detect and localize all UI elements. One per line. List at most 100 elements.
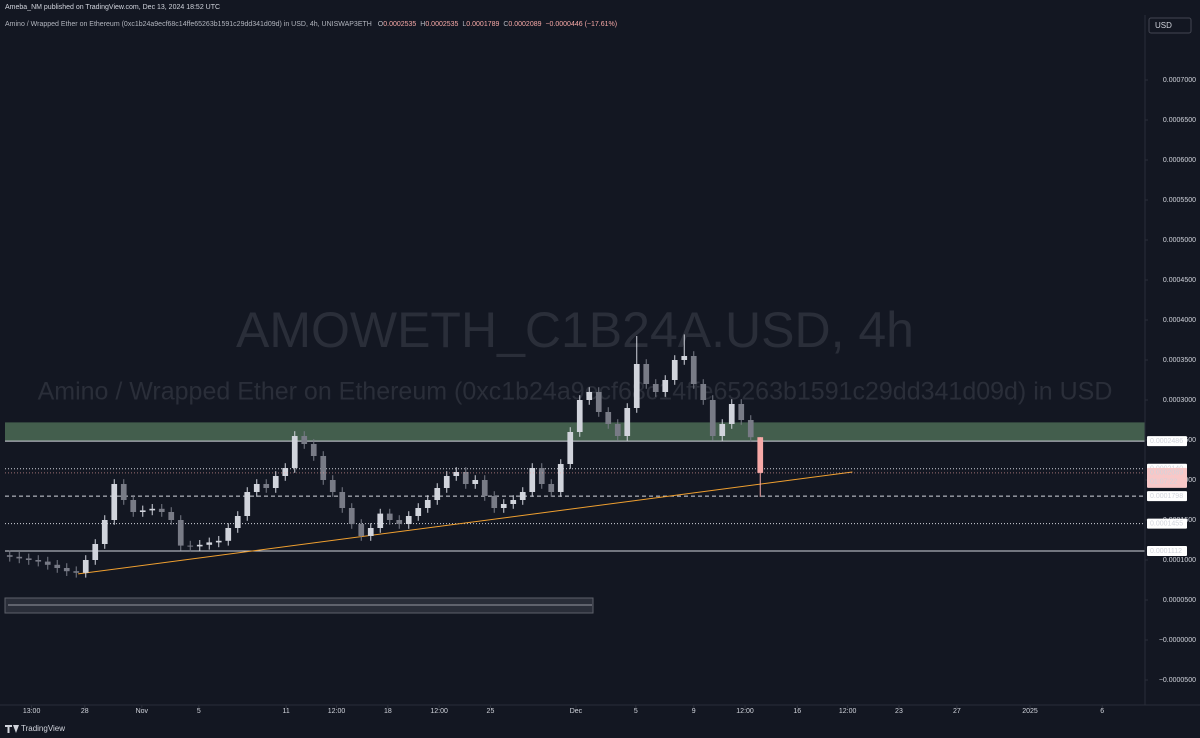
- candle-body: [405, 516, 412, 524]
- candle-body: [538, 468, 545, 484]
- y-tick-label: 0.0005000: [1163, 237, 1196, 244]
- candle-body: [690, 356, 697, 384]
- ohlc-value: 0.0002089: [508, 21, 541, 28]
- candle-body: [120, 484, 127, 500]
- candle-body: [272, 476, 279, 488]
- watermark-subtitle: Amino / Wrapped Ether on Ethereum (0xc1b…: [38, 378, 1113, 406]
- candle-body: [671, 360, 678, 380]
- x-tick-label: 9: [692, 708, 696, 715]
- y-tick-label: −0.0000000: [1159, 637, 1196, 644]
- candle-body: [168, 512, 175, 520]
- candle-body: [595, 392, 602, 412]
- candle-body: [225, 528, 232, 541]
- candle-body: [6, 555, 13, 557]
- change: −0.0000446 (−17.61%): [545, 21, 617, 28]
- x-tick-label: Nov: [136, 708, 149, 715]
- publisher: Ameba_NM published on TradingView.com, D…: [5, 4, 220, 11]
- y-tick-label: 0.0007000: [1163, 77, 1196, 84]
- candle-body: [111, 484, 118, 520]
- candle-body: [358, 524, 365, 536]
- candle-body: [481, 480, 488, 496]
- last-price-box: [1147, 467, 1187, 488]
- y-tick-label: 0.0004500: [1163, 277, 1196, 284]
- x-tick-label: 13:00: [23, 708, 41, 715]
- candle-body: [567, 432, 574, 464]
- candle-body: [386, 513, 393, 520]
- candle-body: [54, 564, 61, 568]
- candle-body: [576, 400, 583, 432]
- x-tick-label: 5: [197, 708, 201, 715]
- candle-body: [453, 472, 460, 476]
- candle-body: [491, 496, 498, 508]
- zone: [5, 422, 1145, 442]
- candle-body: [709, 400, 716, 436]
- x-tick-label: 12:00: [328, 708, 346, 715]
- candle-body: [73, 571, 80, 573]
- candle-body: [624, 408, 631, 436]
- candle-body: [82, 560, 89, 573]
- level-label: 0.0002486: [1150, 438, 1183, 445]
- candle-body: [130, 500, 137, 512]
- candle-body: [510, 500, 517, 504]
- candle-body: [25, 558, 32, 560]
- candle-body: [139, 510, 146, 512]
- symbol: Amino / Wrapped Ether on Ethereum (0xc1b…: [5, 21, 372, 28]
- level-label: 0.0001798: [1150, 493, 1183, 500]
- price-axis: [1145, 0, 1200, 738]
- x-tick-label: 16: [793, 708, 801, 715]
- watermark-title: AMOWETH_C1B24A.USD, 4h: [236, 302, 914, 358]
- x-tick-label: 12:00: [736, 708, 754, 715]
- candle-body: [215, 540, 222, 543]
- candle-body: [424, 500, 431, 508]
- candle-body: [396, 520, 403, 524]
- candle-body: [614, 424, 621, 436]
- candle-body: [738, 404, 745, 420]
- candle-body: [652, 384, 659, 392]
- level-label-box: [1147, 436, 1187, 447]
- candle-body: [462, 472, 469, 484]
- candle-body: [63, 568, 70, 572]
- candle-body: [757, 437, 764, 473]
- ohlc-letter: H: [420, 21, 425, 28]
- x-tick-label: 12:00: [839, 708, 857, 715]
- y-tick-label: 0.0006500: [1163, 117, 1196, 124]
- x-tick-label: 11: [283, 708, 290, 715]
- candle-body: [643, 364, 650, 384]
- candle-body: [291, 436, 298, 468]
- candle-body: [557, 464, 564, 492]
- candle-body: [586, 392, 593, 400]
- ohlc-letter: L: [462, 21, 466, 28]
- candle-body: [149, 508, 156, 511]
- x-tick-label: 2025: [1022, 708, 1038, 715]
- candle-body: [253, 484, 260, 492]
- candle-body: [728, 404, 735, 424]
- level-label-box: [1147, 491, 1187, 502]
- ohlc-value: 0.0002535: [383, 21, 416, 28]
- currency-button[interactable]: [1148, 17, 1192, 34]
- currency[interactable]: USD: [1155, 21, 1172, 30]
- candle-body: [301, 436, 308, 444]
- candle-body: [234, 516, 241, 528]
- candle-body: [519, 492, 526, 500]
- ohlc-value: 0.0002535: [425, 21, 458, 28]
- x-tick-label: 23: [895, 708, 903, 715]
- x-tick-label: 27: [953, 708, 961, 715]
- ohlc-value: 0.0001789: [466, 21, 499, 28]
- candle-body: [320, 456, 327, 480]
- footer-brand: TradingView: [21, 724, 65, 733]
- candle-body: [662, 380, 669, 392]
- trendline: [78, 471, 853, 575]
- y-tick-label: 0.0004000: [1163, 317, 1196, 324]
- candle-body: [196, 544, 203, 547]
- x-tick-label: Dec: [570, 708, 583, 715]
- y-tick-label: 0.0005500: [1163, 197, 1196, 204]
- y-tick-label: 0.0003000: [1163, 397, 1196, 404]
- candle-body: [443, 476, 450, 488]
- candle-body: [206, 542, 213, 545]
- footer-logo: [5, 725, 19, 733]
- candle-body: [339, 492, 346, 508]
- candle-body: [415, 508, 422, 516]
- ohlc-letter: C: [503, 21, 508, 28]
- x-tick-label: 25: [487, 708, 495, 715]
